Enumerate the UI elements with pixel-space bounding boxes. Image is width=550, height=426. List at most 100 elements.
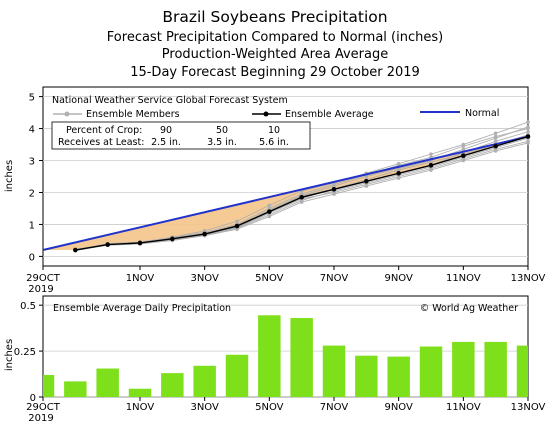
top-ytick-label: 2	[29, 188, 35, 199]
top-xtick-label: 13NOV	[511, 273, 546, 284]
bottom-xtick-label: 7NOV	[320, 402, 349, 413]
ensemble-member-point	[493, 134, 498, 139]
top-ytick-label: 4	[29, 125, 35, 136]
top-xtick-year: 2019	[28, 284, 53, 295]
ensemble-average-point	[331, 186, 337, 192]
daily-bar-6NOV	[290, 318, 313, 397]
amount-10: 5.6 in.	[259, 137, 289, 148]
title-line-2: Forecast Precipitation Compared to Norma…	[107, 30, 443, 45]
bottom-ytick-label: 0.5	[20, 301, 36, 312]
bottom-title: Ensemble Average Daily Precipitation	[53, 303, 231, 314]
receives-header: Receives at Least:	[58, 137, 144, 148]
ensemble-member-point	[235, 219, 239, 224]
bottom-xtick-year: 2019	[28, 413, 53, 424]
top-ytick-label: 5	[29, 93, 35, 104]
top-xtick-label: 9NOV	[384, 273, 413, 284]
top-xtick-label: 1NOV	[126, 273, 155, 284]
percent-header: Percent of Crop:	[66, 125, 142, 136]
daily-bar-10NOV	[419, 346, 443, 397]
bottom-ytick-label: 0.25	[14, 347, 36, 358]
bottom-xtick-label: 29OCT	[26, 402, 61, 413]
amount-50: 3.5 in.	[207, 137, 237, 148]
daily-bar-9NOV	[387, 356, 410, 397]
bottom-axes: 0 0.25 0.5 29OCT 1NOV 3NOV 5NOV 7NOV 9NOV 11NOV 13…	[14, 301, 546, 424]
title-line-3: Production-Weighted Area Average	[162, 47, 388, 62]
amount-90: 2.5 in.	[151, 137, 181, 148]
ensemble-member-point	[267, 206, 272, 211]
daily-bar-29OCT	[43, 374, 55, 397]
daily-bar-3NOV	[193, 365, 216, 397]
percent-50: 50	[216, 125, 228, 136]
daily-bar-1NOV	[128, 388, 152, 397]
daily-bar-2NOV	[161, 373, 184, 397]
ensemble-average-point	[428, 163, 434, 168]
title-line-1: Brazil Soybeans Precipitation	[162, 8, 387, 26]
daily-bar-4NOV	[225, 354, 249, 397]
ensemble-member-point	[461, 147, 466, 152]
ensemble-member-point	[429, 152, 433, 156]
daily-bar-7NOV	[322, 345, 346, 397]
ensemble-member-point	[332, 182, 336, 187]
bottom-ylabel: inches	[4, 339, 15, 371]
subtitle-text: National Weather Service Global Forecast…	[52, 95, 288, 106]
ensemble-member-point	[429, 160, 433, 164]
ensemble-average-point	[364, 178, 369, 184]
legend-average-marker	[263, 111, 269, 117]
ensemble-average-point	[461, 153, 466, 159]
ensemble-average-point	[202, 231, 207, 237]
crop-table-box	[51, 121, 311, 150]
ensemble-member-point	[526, 139, 530, 144]
daily-bar-31OCT	[96, 368, 119, 397]
bottom-grid	[43, 304, 528, 398]
bottom-plot-frame	[42, 295, 529, 398]
percent-10: 10	[268, 125, 280, 136]
top-xtick-label: 7NOV	[320, 273, 349, 284]
ensemble-member-point	[267, 213, 272, 217]
ensemble-member-point	[493, 131, 498, 136]
daily-bar-8NOV	[355, 355, 378, 397]
ensemble-member-point	[526, 120, 530, 124]
legend-normal-label: Normal	[465, 108, 499, 119]
daily-bar-5NOV	[258, 315, 281, 397]
ensemble-average-point	[267, 209, 272, 214]
daily-bar-30OCT	[64, 381, 87, 397]
title-line-4: 15-Day Forecast Beginning 29 October 201…	[130, 65, 420, 80]
bottom-xtick-label: 1NOV	[126, 402, 155, 413]
legend-members-label: Ensemble Members	[86, 109, 180, 120]
attribution-text: © World Ag Weather	[420, 303, 518, 314]
top-ytick-label: 3	[29, 157, 35, 168]
daily-bar-12NOV	[484, 341, 507, 397]
ensemble-member-point	[493, 139, 498, 144]
top-ylabel: inches	[4, 160, 15, 192]
top-xtick-label: 5NOV	[255, 273, 284, 284]
normal-line-group	[42, 135, 529, 251]
legend-average-label: Ensemble Average	[285, 109, 374, 120]
ensemble-average-point	[137, 240, 143, 246]
top-ytick-label: 1	[29, 220, 35, 231]
ensemble-member-point	[461, 144, 466, 148]
ensemble-member-point	[267, 203, 272, 208]
bottom-xtick-label: 9NOV	[384, 402, 413, 413]
normal-line	[42, 135, 529, 251]
top-ytick-label: 0	[29, 252, 35, 263]
top-xtick-label: 3NOV	[190, 273, 219, 284]
ensemble-average-point	[234, 223, 240, 229]
bottom-xtick-label: 11NOV	[446, 402, 481, 413]
top-axes: 0 1 2 3 4 5 29OCT 1NOV 3NOV 5NOV 7NOV 9NOV 11NOV 13NO…	[26, 93, 545, 295]
bottom-xtick-label: 3NOV	[190, 402, 219, 413]
ensemble-average-point	[105, 242, 110, 247]
top-xtick-label: 11NOV	[446, 273, 481, 284]
daily-bar-11NOV	[452, 341, 475, 397]
percent-90: 90	[160, 125, 172, 136]
ensemble-member-point	[526, 129, 530, 134]
ensemble-average-point	[170, 236, 175, 242]
ensemble-average-point	[73, 247, 78, 253]
ensemble-average-point	[396, 171, 401, 176]
daily-bars-group	[43, 315, 528, 397]
ensemble-average-point	[299, 194, 304, 200]
ensemble-average-point	[525, 134, 531, 139]
bottom-xtick-label: 13NOV	[511, 402, 546, 413]
ensemble-average-group	[73, 134, 531, 253]
